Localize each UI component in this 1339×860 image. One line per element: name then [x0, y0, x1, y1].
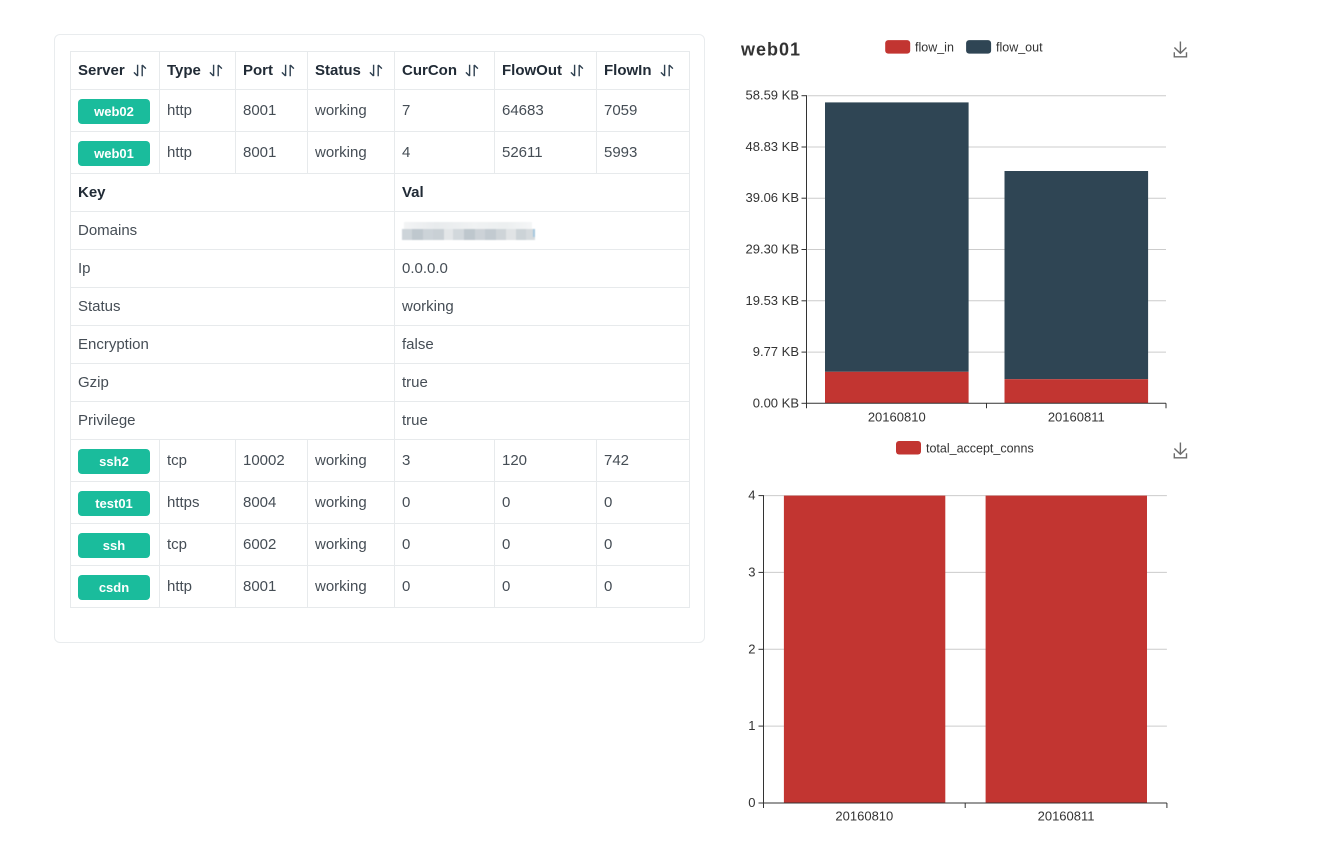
- svg-text:20160810: 20160810: [835, 809, 893, 824]
- svg-text:39.06 KB: 39.06 KB: [746, 190, 800, 205]
- svg-text:58.59 KB: 58.59 KB: [746, 88, 800, 103]
- svg-text:29.30 KB: 29.30 KB: [746, 242, 800, 257]
- svg-text:48.83 KB: 48.83 KB: [746, 139, 800, 154]
- svg-text:2: 2: [748, 641, 755, 656]
- svg-text:0: 0: [748, 795, 755, 810]
- svg-text:19.53 KB: 19.53 KB: [746, 293, 800, 308]
- svg-text:20160811: 20160811: [1038, 809, 1095, 824]
- svg-text:total_accept_conns: total_accept_conns: [926, 441, 1034, 455]
- svg-text:web01: web01: [740, 39, 801, 59]
- svg-text:1: 1: [748, 718, 755, 733]
- svg-text:flow_out: flow_out: [996, 40, 1043, 54]
- svg-text:flow_in: flow_in: [915, 40, 954, 54]
- svg-text:9.77 KB: 9.77 KB: [753, 344, 799, 359]
- svg-text:4: 4: [748, 488, 755, 503]
- svg-text:20160810: 20160810: [868, 410, 926, 425]
- svg-text:20160811: 20160811: [1048, 410, 1105, 425]
- svg-text:3: 3: [748, 564, 755, 579]
- svg-text:0.00 KB: 0.00 KB: [753, 395, 799, 410]
